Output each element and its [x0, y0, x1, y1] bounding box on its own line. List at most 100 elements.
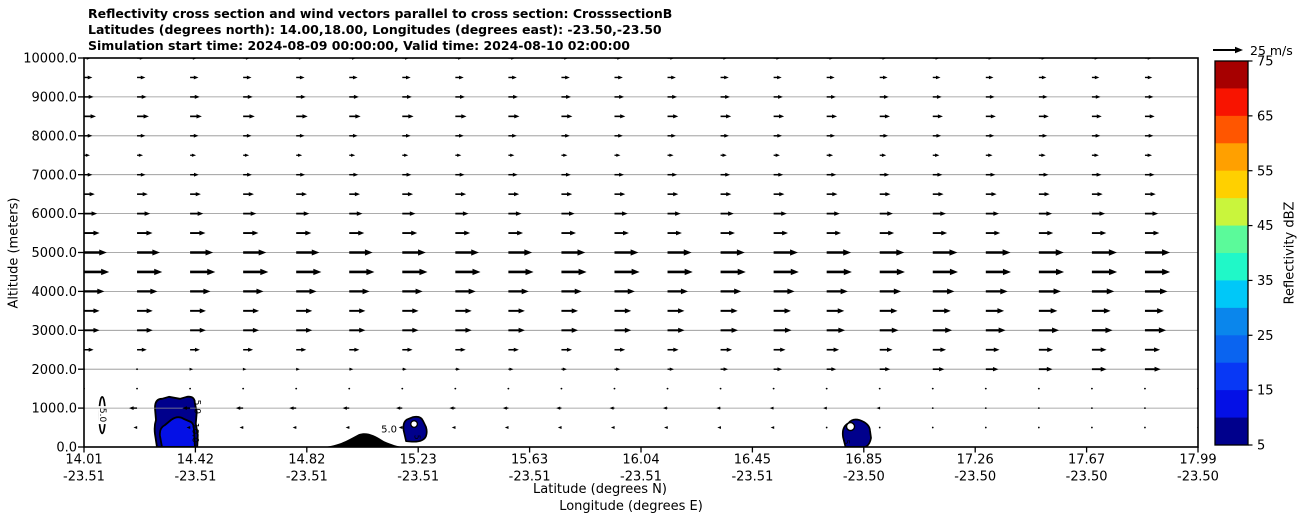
- wind-arrow-head: [199, 230, 206, 236]
- wind-arrow-head: [260, 268, 269, 276]
- wind-arrow-head: [1109, 268, 1118, 276]
- wind-arrow-head: [876, 406, 881, 410]
- wind-arrow-head: [1148, 133, 1154, 138]
- tick-labels: 10000.0 9000.0 8000.0 7000.0 6000.0 5000.0 400…: [23, 52, 1219, 485]
- wind-arrow-head: [345, 426, 350, 430]
- wind-arrow-head: [1207, 231, 1213, 236]
- wind-arrow-head: [672, 172, 678, 177]
- wind-arrow-head: [566, 94, 572, 99]
- wind-arrow-head: [252, 308, 260, 314]
- wind-arrow-head: [128, 406, 134, 410]
- wind-arrow-head: [1047, 230, 1054, 236]
- wind-arrow-head: [716, 406, 721, 410]
- wind-arrow-head: [630, 249, 639, 256]
- wind-arrow-head: [1096, 172, 1102, 177]
- wind-arrow-head: [303, 211, 310, 216]
- wind-arrow-head: [935, 75, 941, 80]
- wind-arrow-head: [465, 308, 472, 314]
- wind-arrow-head: [1046, 366, 1053, 372]
- y-tick-label: 2000.0: [32, 363, 78, 378]
- wind-arrow-head: [669, 153, 674, 157]
- wind-arrow-head: [777, 75, 782, 80]
- wind-dot: [1144, 426, 1146, 429]
- wind-arrow-head: [524, 249, 533, 256]
- wind-arrow-head: [193, 133, 199, 138]
- wind-arrow-head: [1154, 366, 1161, 372]
- wind-arrow-head: [154, 268, 163, 276]
- wind-arrow-head: [246, 75, 252, 80]
- y-tick-label: 10000.0: [23, 52, 77, 67]
- wind-arrow-head: [1158, 327, 1167, 334]
- wind-arrow-head: [353, 94, 359, 99]
- wind-arrow-head: [409, 211, 416, 216]
- wind-arrow-head: [1050, 308, 1058, 314]
- wind-arrow-head: [141, 94, 147, 99]
- wind-arrow-head: [411, 230, 418, 236]
- y-tick-label: 5000.0: [32, 246, 78, 261]
- x-axis-label-longitude: Longitude (degrees E): [559, 499, 703, 514]
- wind-arrow-head: [305, 230, 312, 236]
- wind-dot: [931, 426, 934, 429]
- wind-arrow-head: [457, 153, 462, 157]
- wind-arrow-head: [359, 308, 366, 314]
- wind-arrow-head: [887, 211, 893, 216]
- x-tick-label-latitude: 17.99: [1179, 453, 1216, 468]
- wind-arrow-head: [87, 172, 93, 177]
- wind-arrow-head: [578, 268, 587, 276]
- x-tick-label-longitude: -23.51: [286, 470, 328, 485]
- wind-arrow-head: [509, 367, 514, 371]
- wind-arrow-head: [664, 426, 668, 430]
- wind-arrow-head: [769, 406, 774, 410]
- wind-arrow-head: [461, 114, 467, 119]
- wind-arrow-head: [885, 367, 891, 372]
- wind-arrow-head: [407, 347, 413, 352]
- wind-arrow-head: [133, 426, 138, 430]
- wind-arrow-head: [252, 327, 260, 333]
- wind-arrow-head: [1148, 95, 1154, 99]
- wind-arrow-head: [944, 308, 951, 314]
- wind-arrow-head: [300, 94, 306, 99]
- wind-arrow-head: [1103, 308, 1111, 314]
- wind-arrow-head: [258, 249, 267, 256]
- wind-dot: [613, 387, 616, 390]
- contour-label: 5.0: [97, 408, 107, 423]
- wind-arrow-head: [936, 133, 942, 138]
- wind-arrow-head: [1041, 153, 1046, 157]
- wind-arrow-head: [672, 94, 678, 99]
- wind-arrow-head: [884, 172, 890, 177]
- wind-arrow-head: [828, 153, 834, 157]
- wind-arrow-head: [242, 367, 247, 371]
- wind-arrow-head: [571, 308, 579, 314]
- colorbar-band: [1215, 198, 1248, 227]
- wind-arrow-head: [207, 268, 216, 276]
- wind-arrow-head: [521, 288, 529, 295]
- x-tick-label-latitude: 16.85: [845, 453, 882, 468]
- wind-arrow-head: [460, 347, 466, 352]
- wind-arrow-head: [248, 347, 254, 352]
- wind-arrow-head: [1094, 153, 1099, 158]
- wind-arrow-head: [567, 114, 573, 119]
- wind-arrow-head: [1162, 249, 1171, 256]
- wind-arrow-head: [1100, 366, 1107, 372]
- wind-arrow-head: [941, 230, 948, 236]
- x-tick-label-longitude: -23.51: [731, 470, 773, 485]
- wind-arrow-head: [724, 133, 729, 138]
- axis-ticks: [78, 57, 1199, 453]
- wind-arrow-head: [199, 308, 206, 314]
- wind-arrow-head: [832, 192, 838, 197]
- wind-arrow-head: [352, 75, 358, 80]
- wind-arrow-head: [779, 114, 785, 119]
- wind-arrow-head: [775, 153, 780, 157]
- wind-arrow-head: [512, 172, 518, 177]
- contour-label: 5.0: [192, 400, 202, 415]
- wind-arrow-head: [725, 94, 730, 99]
- y-tick-label: 4000.0: [32, 285, 78, 300]
- wind-arrow-head: [1056, 268, 1065, 276]
- wind-arrow-head: [624, 327, 632, 333]
- wind-arrow-head: [1000, 288, 1008, 295]
- wind-arrow-head: [504, 426, 509, 430]
- wind-arrow-head: [577, 249, 586, 256]
- wind-arrow-head: [195, 192, 201, 197]
- wind-arrow-head: [790, 249, 798, 256]
- wind-dot: [189, 387, 191, 390]
